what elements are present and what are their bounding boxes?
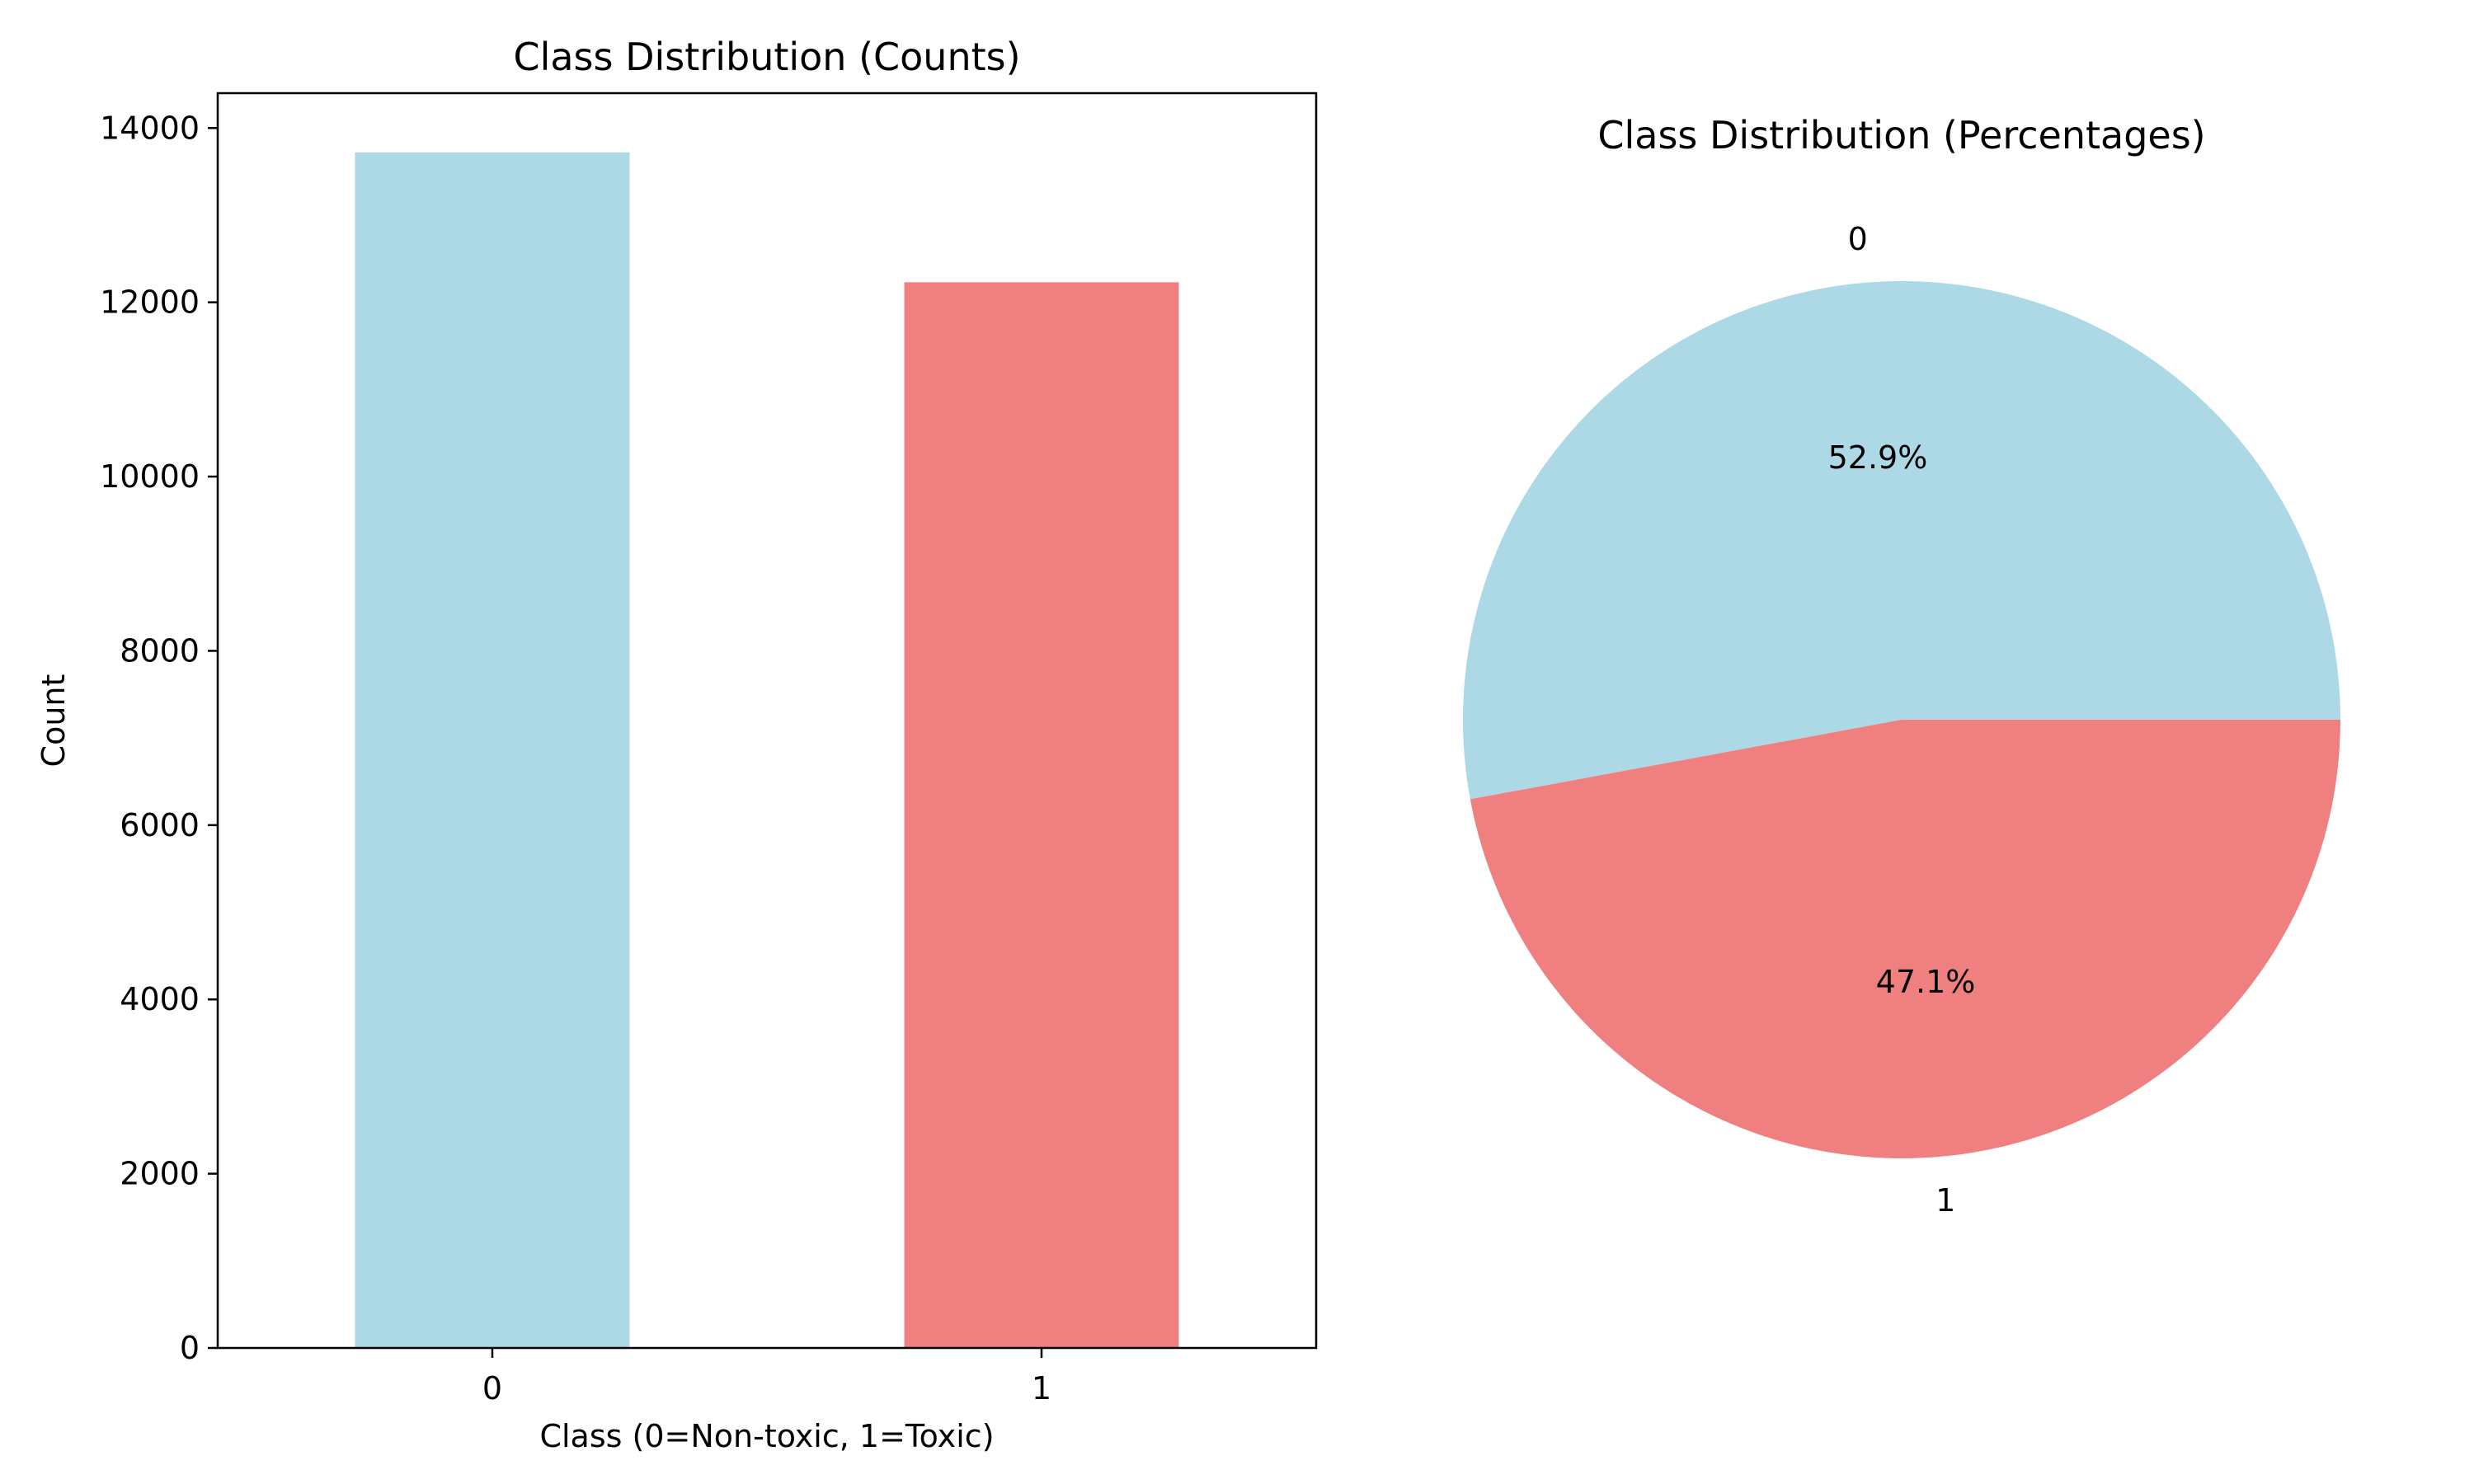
- pie-percent-label: 47.1%: [1876, 964, 1976, 1000]
- bar-plot-frame: [216, 92, 1318, 1350]
- y-tick-label: 12000: [100, 284, 200, 321]
- pie-chart-title: Class Distribution (Percentages): [1597, 113, 2205, 157]
- y-tick-label: 10000: [100, 458, 200, 495]
- pie-slice-1: [1470, 720, 2340, 1159]
- bar-series: [355, 152, 1179, 1349]
- bar-chart-title: Class Distribution (Counts): [513, 35, 1020, 79]
- y-axis-label: Count: [35, 674, 72, 768]
- pie-category-label: 1: [1935, 1182, 1955, 1219]
- x-tick-label: 1: [1032, 1370, 1051, 1407]
- y-tick-label: 0: [180, 1330, 200, 1366]
- x-axis-label: Class (0=Non-toxic, 1=Toxic): [539, 1418, 994, 1454]
- y-axis-ticks: 0 2000 4000 6000 8000 10000 12000 14000: [100, 110, 218, 1366]
- y-tick-label: 8000: [120, 632, 200, 669]
- x-tick-label: 0: [482, 1370, 502, 1407]
- bar-chart: Class Distribution (Counts) 0 2000 4000 600…: [35, 35, 1318, 1454]
- y-tick-label: 2000: [120, 1156, 200, 1192]
- pie-slices: [1463, 281, 2340, 1159]
- y-tick-label: 14000: [100, 110, 200, 146]
- pie-percent-label: 52.9%: [1828, 439, 1928, 476]
- bar-0: [355, 152, 630, 1349]
- pie-slice-0: [1463, 281, 2340, 800]
- y-tick-label: 6000: [120, 807, 200, 843]
- pie-category-label: 0: [1848, 221, 1868, 257]
- pie-chart: Class Distribution (Percentages) 0 52.9% 1…: [1463, 113, 2340, 1219]
- pie-labels: 0 52.9% 1 47.1%: [1828, 221, 1976, 1219]
- y-tick-label: 4000: [120, 981, 200, 1017]
- bar-1: [904, 282, 1179, 1348]
